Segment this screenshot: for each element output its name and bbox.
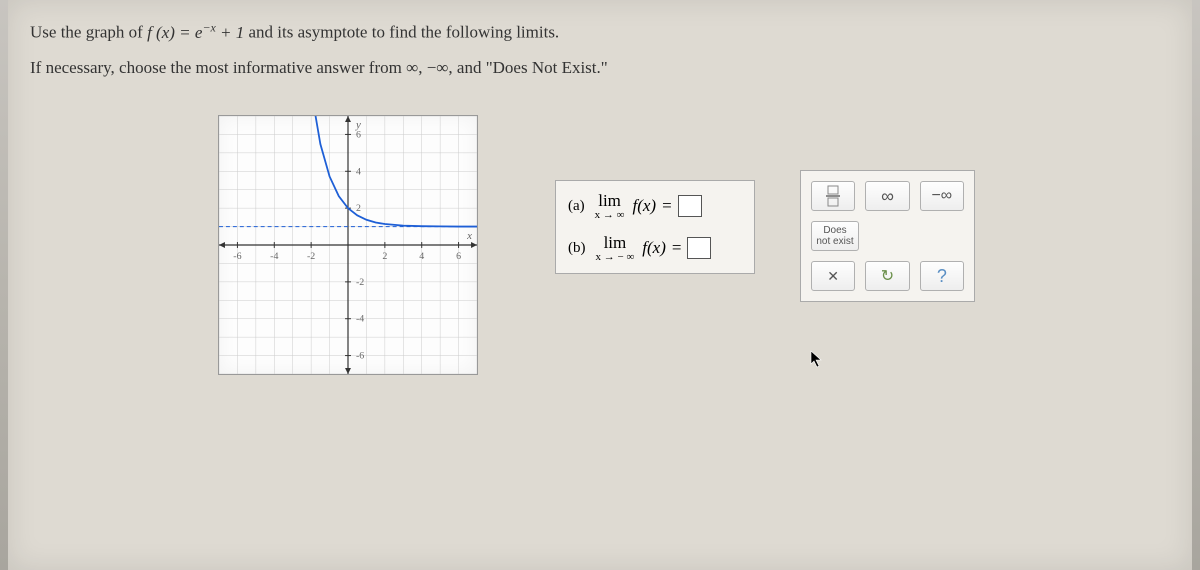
svg-text:-4: -4 [356,314,364,325]
limit-b-eq: = [672,238,682,258]
limit-row-b: (b) lim x → − ∞ f(x) = [568,233,742,263]
svg-text:-4: -4 [270,251,278,262]
svg-text:-2: -2 [356,277,364,288]
palette-row-1: ∞ −∞ [811,181,964,211]
svg-text:2: 2 [382,251,387,262]
q1-fn-base: f (x) = e [147,23,202,42]
limit-b-top: lim [604,233,627,253]
limit-b-expr: lim x → − ∞ [596,233,635,263]
graph-panel: -6 -4 -2 2 4 6 -6 -4 -2 2 4 6 x y [218,115,478,375]
fraction-button[interactable] [811,181,855,211]
q1-fn-post: + 1 [216,23,244,42]
limit-row-a: (a) lim x → ∞ f(x) = [568,191,742,221]
limit-b-fx: f(x) [642,238,666,258]
infinity-button[interactable]: ∞ [865,181,909,211]
limit-a-input[interactable] [678,195,702,217]
does-not-exist-button[interactable]: Does not exist [811,221,859,251]
q1-fn-sup: −x [202,20,215,34]
y-axis-label: y [355,119,361,131]
limit-b-bottom: x → − ∞ [596,251,635,263]
mouse-cursor-icon [810,350,824,373]
help-button[interactable]: ? [920,261,964,291]
limit-a-bottom: x → ∞ [595,209,625,221]
close-button[interactable]: ✕ [811,261,855,291]
x-axis-label: x [466,230,472,242]
svg-text:4: 4 [419,251,424,262]
q1-fn: f (x) = e−x + 1 [147,23,248,42]
palette-row-3: ✕ ↻ ? [811,261,964,291]
reset-button[interactable]: ↻ [865,261,909,291]
svg-text:6: 6 [456,251,461,262]
svg-text:-2: -2 [307,251,315,262]
limit-a-top: lim [598,191,621,211]
question-line-2: If necessary, choose the most informativ… [30,58,608,78]
svg-text:-6: -6 [356,351,364,362]
question-line-1: Use the graph of f (x) = e−x + 1 and its… [30,20,559,43]
svg-text:4: 4 [356,166,361,177]
help-icon: ? [937,266,947,287]
q1-post: and its asymptote to find the following … [248,23,559,42]
page-background [8,0,1192,570]
svg-text:-6: -6 [233,251,241,262]
graph-svg: -6 -4 -2 2 4 6 -6 -4 -2 2 4 6 x y [219,116,477,374]
limit-b-label: (b) [568,240,586,257]
limit-a-label: (a) [568,198,585,215]
palette-row-2: Does not exist [811,221,964,251]
neg-infinity-button[interactable]: −∞ [920,181,964,211]
fraction-icon [824,185,842,207]
limit-a-fx: f(x) [633,196,657,216]
close-icon: ✕ [827,268,839,285]
limit-a-eq: = [662,196,672,216]
limit-b-input[interactable] [687,237,711,259]
reset-icon: ↻ [881,266,894,286]
q1-pre: Use the graph of [30,23,147,42]
svg-text:2: 2 [356,203,361,214]
limit-a-expr: lim x → ∞ [595,191,625,221]
svg-text:6: 6 [356,129,361,140]
symbol-palette: ∞ −∞ Does not exist ✕ ↻ ? [800,170,975,302]
limits-panel: (a) lim x → ∞ f(x) = (b) lim x → − ∞ f(x… [555,180,755,274]
